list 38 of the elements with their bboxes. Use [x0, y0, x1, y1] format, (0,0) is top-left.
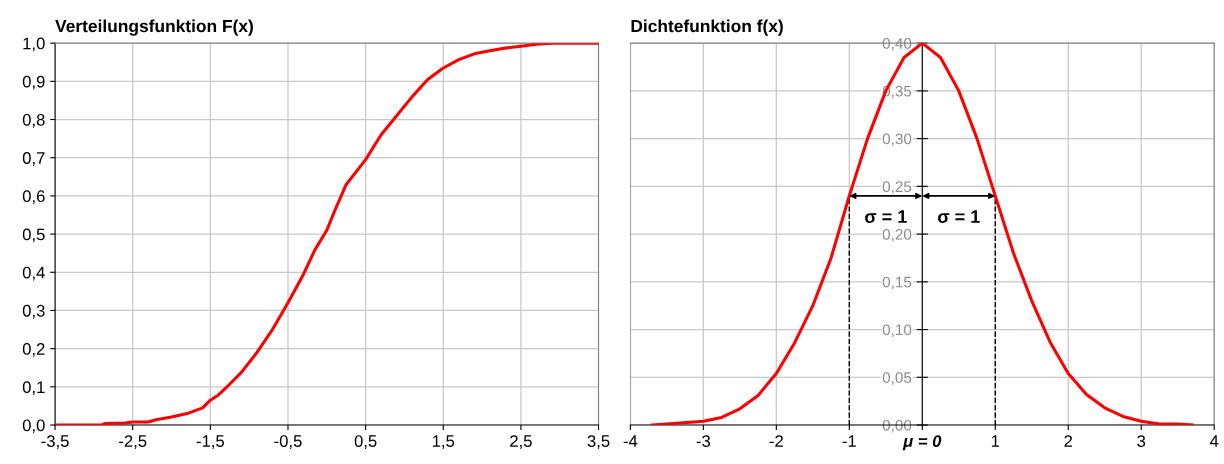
x-tick-label: 3 [1137, 435, 1146, 447]
x-tick-label: -3,5 [41, 435, 69, 449]
x-tick-label: 2,5 [510, 435, 532, 449]
y-tick-label: 0,5 [22, 228, 45, 243]
y-tick-label: 0,9 [22, 75, 45, 90]
x-tick-label: 4 [1209, 435, 1219, 447]
y-tick-label: 0,30 [882, 133, 912, 147]
x-tick-label: 1,5 [432, 435, 455, 449]
y-tick-label: 0,4 [22, 266, 45, 281]
x-tick-label: μ = 0 [902, 435, 942, 451]
y-tick-label: 0,6 [22, 190, 45, 205]
x-tick-label: -1,5 [196, 435, 225, 449]
chart-title: Dichtefunktion f(x) [631, 19, 783, 36]
y-tick-label: 0,05 [882, 372, 912, 385]
x-tick-label: -4 [623, 435, 638, 447]
x-tick-label: -2,5 [119, 435, 147, 449]
x-tick-label: 0,5 [354, 435, 377, 449]
y-tick-label: 0,7 [22, 152, 45, 166]
x-tick-label: 2 [1064, 435, 1073, 447]
y-tick-label: 0,20 [882, 228, 912, 242]
x-tick-label: -2 [769, 435, 783, 447]
y-tick-label: 0,1 [22, 381, 45, 396]
y-tick-label: 0,2 [22, 343, 45, 357]
x-tick-label: 1 [991, 435, 1000, 447]
y-tick-label: 1,0 [23, 37, 45, 52]
annotation: σ = 1 [938, 210, 980, 223]
y-tick-label: 0,3 [22, 304, 45, 319]
chart-title: Verteilungsfunktion F(x) [55, 19, 253, 36]
x-tick-label: -0,5 [274, 435, 302, 449]
y-tick-label: 0,15 [882, 276, 912, 290]
annotation: σ = 1 [865, 210, 907, 223]
y-tick-label: 0,8 [22, 113, 45, 128]
x-tick-label: -3 [696, 435, 711, 447]
y-tick-label: 0,25 [882, 181, 912, 194]
x-tick-label: -1 [842, 435, 856, 447]
x-tick-label: 3,5 [587, 435, 610, 449]
y-tick-label: 0,0 [22, 419, 45, 434]
y-tick-label: 0,10 [882, 324, 912, 338]
